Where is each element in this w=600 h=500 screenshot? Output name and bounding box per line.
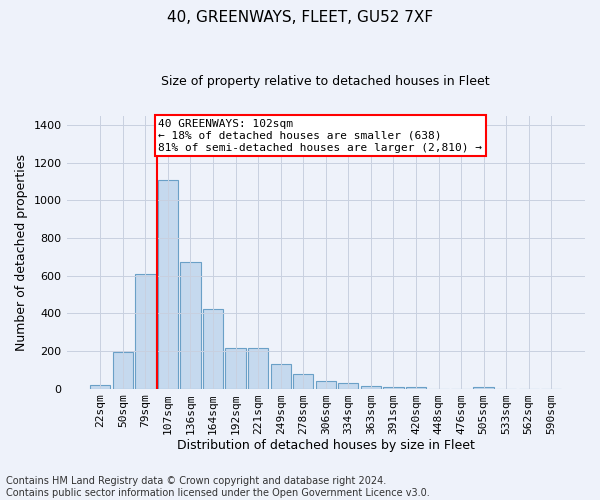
Bar bbox=[158, 180, 178, 388]
Bar bbox=[90, 385, 110, 388]
Bar bbox=[181, 262, 200, 388]
Bar bbox=[406, 386, 426, 388]
Text: 40, GREENWAYS, FLEET, GU52 7XF: 40, GREENWAYS, FLEET, GU52 7XF bbox=[167, 10, 433, 25]
Bar bbox=[248, 348, 268, 389]
Text: 40 GREENWAYS: 102sqm
← 18% of detached houses are smaller (638)
81% of semi-deta: 40 GREENWAYS: 102sqm ← 18% of detached h… bbox=[158, 120, 482, 152]
Title: Size of property relative to detached houses in Fleet: Size of property relative to detached ho… bbox=[161, 75, 490, 88]
Bar bbox=[316, 381, 336, 388]
Y-axis label: Number of detached properties: Number of detached properties bbox=[15, 154, 28, 350]
Text: Contains HM Land Registry data © Crown copyright and database right 2024.
Contai: Contains HM Land Registry data © Crown c… bbox=[6, 476, 430, 498]
X-axis label: Distribution of detached houses by size in Fleet: Distribution of detached houses by size … bbox=[177, 440, 475, 452]
Bar bbox=[338, 383, 358, 388]
Bar bbox=[293, 374, 313, 388]
Bar bbox=[271, 364, 291, 388]
Bar bbox=[361, 386, 381, 388]
Bar bbox=[203, 308, 223, 388]
Bar bbox=[113, 352, 133, 389]
Bar bbox=[383, 386, 404, 388]
Bar bbox=[473, 386, 494, 388]
Bar bbox=[135, 274, 155, 388]
Bar bbox=[226, 348, 246, 389]
